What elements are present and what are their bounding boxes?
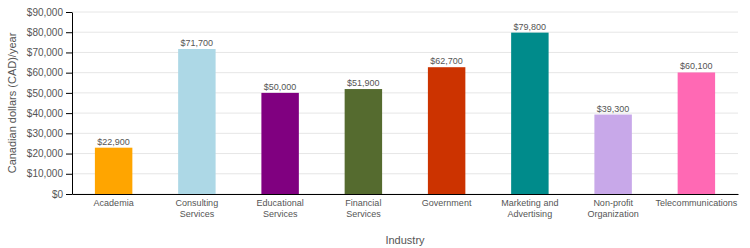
y-tick-label: $10,000 [27, 168, 64, 179]
x-axis-title: Industry [385, 234, 425, 246]
y-tick-mark [66, 154, 72, 155]
bar [511, 33, 548, 194]
data-label: $51,900 [347, 78, 380, 88]
y-axis: $0 $10,000 $20,000 $30,000 $40,000 $50,000 $60… [27, 7, 73, 200]
grid-line [72, 153, 738, 154]
bars [95, 33, 715, 194]
x-tick-label-line: Government [422, 198, 472, 208]
plot: $0 $10,000 $20,000 $30,000 $40,000 $50,000 $60… [27, 7, 739, 219]
x-tick-label: Marketing andAdvertising [501, 198, 558, 218]
y-tick-label: $40,000 [27, 108, 64, 119]
x-tick-label-line: Advertising [508, 209, 553, 219]
data-label: $71,700 [181, 38, 214, 48]
y-tick-mark [66, 32, 72, 33]
bar [261, 93, 298, 194]
y-tick: $30,000 [27, 128, 72, 139]
x-tick: Marketing andAdvertising [501, 198, 558, 218]
x-tick-label-line: Telecommunications [656, 198, 738, 208]
x-tick-label: Academia [94, 198, 134, 208]
x-tick-label: Telecommunications [656, 198, 738, 208]
y-tick-mark [66, 52, 72, 53]
y-tick-label: $70,000 [27, 47, 64, 58]
x-axis-line [73, 194, 739, 195]
y-tick-label: $80,000 [27, 27, 64, 38]
grid-line [72, 194, 738, 195]
x-tick-label-line: Financial [345, 198, 381, 208]
y-tick: $40,000 [27, 108, 72, 119]
x-tick-label-line: Educational [257, 198, 304, 208]
y-tick: $0 [52, 189, 72, 200]
x-tick: Telecommunications [656, 198, 738, 208]
grid-line [72, 173, 738, 174]
x-tick: Academia [94, 198, 134, 208]
data-label: $22,900 [97, 137, 130, 147]
y-tick: $50,000 [27, 88, 72, 99]
x-tick: FinancialServices [345, 198, 381, 218]
y-tick-label: $50,000 [27, 88, 64, 99]
bar [345, 89, 382, 194]
y-tick-mark [66, 12, 72, 13]
x-tick-label-line: Services [346, 209, 381, 219]
grid-line [72, 113, 738, 114]
x-tick-label: ConsultingServices [176, 198, 219, 218]
data-label: $62,700 [430, 56, 463, 66]
bar [428, 67, 465, 194]
x-tick-label-line: Marketing and [501, 198, 558, 208]
chart: $0 $10,000 $20,000 $30,000 $40,000 $50,000 $60… [0, 0, 750, 248]
grid [72, 12, 738, 194]
x-tick-label-line: Organization [588, 209, 639, 219]
y-tick: $80,000 [27, 27, 72, 38]
data-label: $39,300 [597, 104, 630, 114]
y-axis-line [72, 13, 73, 195]
x-tick: ConsultingServices [176, 198, 219, 218]
x-tick: Government [422, 198, 472, 208]
data-label: $79,800 [514, 22, 547, 32]
bar [594, 115, 631, 194]
bar [95, 148, 132, 194]
grid-line [72, 52, 738, 53]
y-tick: $10,000 [27, 168, 72, 179]
y-tick: $90,000 [27, 7, 72, 18]
data-label: $50,000 [264, 82, 297, 92]
y-tick-label: $60,000 [27, 67, 64, 78]
x-tick-label: FinancialServices [345, 198, 381, 218]
x-tick-label-line: Services [180, 209, 215, 219]
y-tick-mark [66, 73, 72, 74]
y-tick: $20,000 [27, 148, 72, 159]
data-label: $60,100 [680, 61, 713, 71]
grid-line [72, 92, 738, 93]
grid-line [72, 12, 738, 13]
y-axis-title: Canadian dollars (CAD)/year [6, 32, 18, 173]
y-tick-mark [66, 113, 72, 114]
grid-line [72, 72, 738, 73]
x-axis: AcademiaConsultingServicesEducationalSer… [73, 195, 739, 219]
y-tick-label: $20,000 [27, 148, 64, 159]
x-tick-label-line: Academia [94, 198, 134, 208]
y-tick: $70,000 [27, 47, 72, 58]
x-tick-label: EducationalServices [257, 198, 304, 218]
x-tick: EducationalServices [257, 198, 304, 218]
y-tick-mark [66, 93, 72, 94]
x-tick-label-line: Non-profit [593, 198, 633, 208]
y-tick-label: $90,000 [27, 7, 64, 18]
x-tick-label: Non-profitOrganization [588, 198, 639, 218]
x-tick: Non-profitOrganization [588, 198, 639, 218]
x-tick-label-line: Consulting [176, 198, 219, 208]
y-tick-mark [66, 194, 72, 195]
y-tick-mark [66, 174, 72, 175]
y-tick: $60,000 [27, 67, 72, 78]
x-tick-label-line: Services [263, 209, 298, 219]
y-tick-mark [66, 133, 72, 134]
bar [178, 49, 215, 194]
x-tick-label: Government [422, 198, 472, 208]
y-tick-label: $30,000 [27, 128, 64, 139]
data-labels: $22,900 $71,700 $50,000 $51,900 $62,700 $79,8… [97, 22, 712, 147]
y-tick-label: $0 [52, 189, 64, 200]
bar [678, 72, 715, 194]
grid-line [72, 32, 738, 33]
grid-line [72, 133, 738, 134]
